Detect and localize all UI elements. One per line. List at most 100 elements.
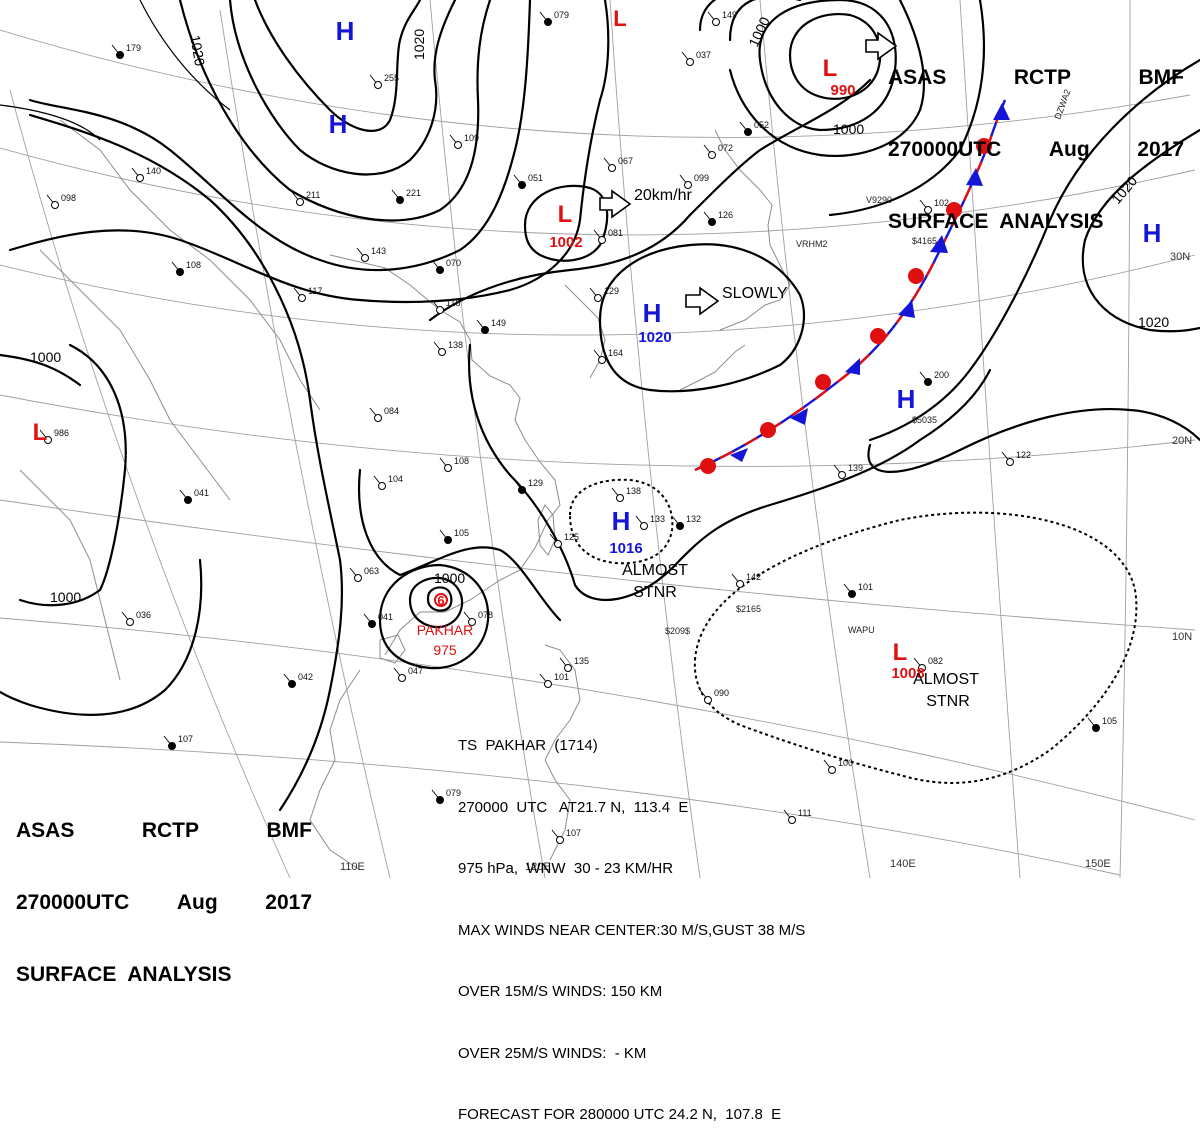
cold-front-triangle	[790, 408, 808, 425]
station-circle-icon	[598, 356, 606, 364]
graticule-labels: 30N 20N 10N 110E 120E 140E 150E	[340, 251, 1192, 873]
movement-arrow-icon	[865, 31, 898, 61]
header-year: 2017	[265, 891, 312, 914]
isobar-value-label: 1000	[30, 349, 61, 365]
cold-front-triangle	[898, 300, 915, 318]
station-circle-icon	[296, 198, 304, 206]
isobar-1020-east-high	[1081, 128, 1200, 333]
high-pressure-center: H	[643, 298, 662, 328]
movement-speed-label: 20km/hr	[634, 187, 692, 204]
station-circle-icon	[712, 18, 720, 26]
front-line-red-overlay	[694, 99, 1007, 472]
station-pressure-label: 140	[146, 166, 161, 176]
stationary-label: STNR	[926, 693, 970, 710]
station-circle-icon	[708, 218, 716, 226]
station-pressure-label: 101	[554, 672, 569, 682]
pressure-systems: H H L 990 L 1002 H 1020 H H L H 1016 L 1…	[33, 6, 1162, 682]
station-plot: 036	[121, 610, 151, 626]
isobar-1020-north	[253, 0, 422, 132]
header-time: 270000UTC	[888, 138, 1002, 161]
station-plot: 104	[373, 474, 403, 490]
isobar-1012-north	[178, 0, 492, 222]
isobar-value-label: 1000	[50, 589, 81, 605]
station-plot: 126	[703, 210, 733, 226]
stationary-front	[694, 99, 1010, 474]
isobar-low-1002	[523, 184, 609, 262]
indochina-coast	[309, 669, 361, 871]
station-circle-icon	[374, 81, 382, 89]
station-plot: 129	[513, 478, 543, 494]
isobar-1008-north	[28, 0, 532, 272]
station-pressure-label: 133	[650, 514, 665, 524]
latitude-line	[0, 29, 1191, 138]
station-plot: 051	[513, 173, 543, 189]
station-plot: 211	[291, 190, 320, 206]
latitude-line	[0, 617, 1196, 821]
longitude-line	[429, 0, 546, 878]
station-pressure-label: 067	[618, 156, 633, 166]
thin-contour	[139, 0, 231, 111]
station-circle-icon	[398, 674, 406, 682]
station-pressure-label: 042	[298, 672, 313, 682]
station-pressure-label: 200	[934, 370, 949, 380]
warm-front-semicircles	[700, 138, 992, 474]
station-pressure-label: 211	[306, 190, 320, 200]
mountain-boundary	[39, 249, 231, 501]
station-pressure-label: 129	[604, 286, 619, 296]
chart-header-top-right: ASAS RCTP BMF 270000UTC Aug 2017 SURFACE…	[888, 18, 1184, 258]
station-pressure-label: 118	[446, 298, 460, 308]
station-pressure-label: 100	[838, 758, 853, 768]
station-plot: 109	[449, 133, 479, 149]
warm-front-semicircle	[815, 374, 831, 390]
station-pressure-label: 079	[554, 10, 569, 20]
isobar-1004-north	[8, 0, 610, 304]
isobar-value-label: 1020	[187, 34, 208, 68]
japan-coast	[714, 129, 791, 331]
isobar-labels: 1020 1020 1000 1000 1020 1020 1000 1000 …	[30, 14, 1169, 605]
header-title: SURFACE ANALYSIS	[16, 963, 232, 986]
station-pressure-label: 079	[446, 788, 461, 798]
advisory-line: MAX WINDS NEAR CENTER:30 M/S,GUST 38 M/S	[458, 921, 806, 939]
isobar-990-low	[788, 12, 882, 100]
station-plot: 138	[433, 340, 463, 356]
typhoon-pakhar-symbol: 6 PAKHAR 975	[417, 593, 473, 658]
isobar-1000-west-outer	[0, 353, 203, 716]
station-circle-icon	[44, 436, 52, 444]
station-pressure-label: 129	[528, 478, 543, 488]
taiwan-coast	[537, 504, 556, 556]
header-agency: ASAS	[16, 819, 75, 842]
station-plot: 084	[369, 406, 399, 422]
advisory-line: TS PAKHAR (1714)	[458, 737, 598, 754]
cold-front-triangle	[993, 103, 1010, 120]
low-pressure-value: 1002	[549, 234, 582, 251]
station-plot: 090	[699, 688, 729, 704]
isobar-value-label: 1000	[833, 121, 864, 137]
isobar-1004-west	[28, 113, 344, 812]
station-pressure-label: 084	[384, 406, 399, 416]
longitude-line	[1119, 0, 1131, 878]
cold-front-triangle	[966, 168, 983, 186]
latitude-line	[0, 394, 1196, 467]
station-circle-icon	[288, 680, 296, 688]
station-pressure-label: 036	[136, 610, 151, 620]
station-plot: 070	[431, 258, 461, 274]
longitude-label: 120E	[525, 861, 551, 873]
cold-front-triangles	[730, 103, 1010, 462]
cold-front-triangle	[930, 235, 948, 253]
warm-front-semicircle	[700, 458, 716, 474]
station-plot: 105	[1087, 716, 1117, 732]
longitude-line	[959, 0, 1021, 878]
station-circle-icon	[676, 522, 684, 530]
station-plot: 079	[431, 788, 461, 804]
stationary-label: ALMOST	[622, 562, 688, 579]
isobar-1000-low	[758, 0, 897, 132]
station-pressure-label: 081	[608, 228, 623, 238]
isobar-1016-north	[228, 0, 457, 176]
station-pressure-label: 078	[478, 610, 493, 620]
isobar-1004-ring	[728, 0, 926, 157]
station-circle-icon	[361, 254, 369, 262]
station-pressure-label: 037	[696, 50, 711, 60]
station-pressure-label: 138	[448, 340, 463, 350]
station-circle-icon	[598, 236, 606, 244]
station-circle-icon	[116, 51, 124, 59]
